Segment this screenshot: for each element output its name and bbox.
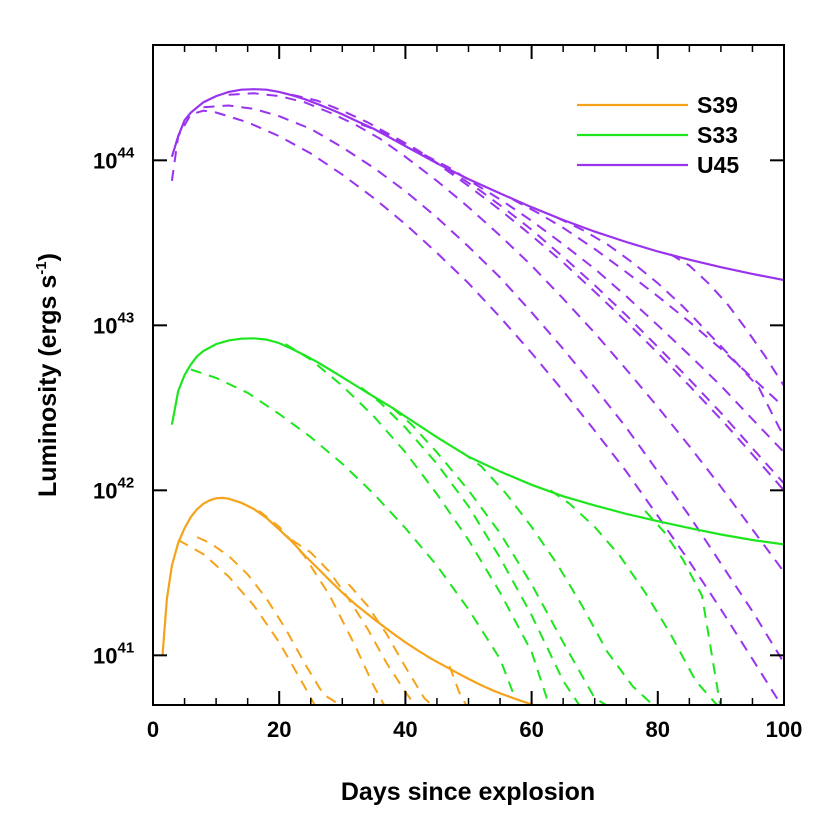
y-tick-label-42: 1042 bbox=[93, 474, 134, 503]
x-tick-label-40: 40 bbox=[393, 717, 417, 742]
x-axis-title: Days since explosion bbox=[341, 778, 595, 806]
y-axis-title-end: ) bbox=[34, 253, 62, 261]
y-axis-title-main: Luminosity (ergs s bbox=[34, 275, 62, 497]
dashed-curve-0-1 bbox=[196, 536, 342, 705]
dashed-curve-2-1 bbox=[203, 104, 784, 664]
dashed-curve-1-1 bbox=[284, 343, 551, 705]
plot-curves bbox=[161, 88, 784, 705]
dashed-curve-1-2 bbox=[360, 386, 581, 705]
dashed-curve-2-7 bbox=[556, 216, 784, 438]
axis-ticks: 0 20 40 60 80 100 1041 1042 1043 1044 bbox=[93, 45, 802, 742]
dashed-curve-0-3 bbox=[291, 539, 417, 705]
legend: S39 S33 U45 bbox=[577, 92, 739, 178]
x-tick-label-20: 20 bbox=[267, 717, 291, 742]
dashed-curve-1-0 bbox=[190, 368, 514, 693]
dashed-curve-1-3 bbox=[392, 407, 609, 705]
x-tick-label-0: 0 bbox=[147, 717, 159, 742]
y-axis-title-sup: -1 bbox=[33, 261, 50, 274]
series-line-s39 bbox=[161, 496, 539, 705]
dashed-curve-2-3 bbox=[291, 93, 784, 491]
dashed-curve-1-5 bbox=[549, 489, 719, 705]
x-tick-label-80: 80 bbox=[646, 717, 670, 742]
dashed-curve-0-0 bbox=[177, 539, 316, 705]
dashed-curve-0-4 bbox=[347, 583, 434, 705]
dashed-curve-1-4 bbox=[461, 451, 655, 705]
legend-label-u45: U45 bbox=[697, 152, 739, 178]
x-tick-label-60: 60 bbox=[519, 717, 543, 742]
y-tick-label-44: 1044 bbox=[93, 144, 135, 173]
legend-label-s33: S33 bbox=[697, 122, 738, 148]
dashed-curve-2-0 bbox=[170, 109, 783, 705]
y-axis-title: Luminosity (ergs s-1) bbox=[33, 253, 62, 497]
x-tick-label-100: 100 bbox=[766, 717, 803, 742]
legend-label-s39: S39 bbox=[697, 92, 738, 118]
dashed-curve-2-5 bbox=[423, 153, 784, 453]
dashed-curve-0-2 bbox=[240, 501, 386, 705]
dashed-curve-1-6 bbox=[644, 510, 722, 705]
y-tick-label-43: 1043 bbox=[93, 309, 134, 338]
y-tick-label-41: 1041 bbox=[93, 639, 134, 668]
dashed-curve-2-8 bbox=[669, 253, 784, 387]
plot-frame bbox=[152, 44, 785, 706]
dashed-curve-0-5 bbox=[448, 665, 468, 705]
dashed-curve-2-4 bbox=[360, 123, 784, 485]
series-line-u45 bbox=[170, 88, 784, 282]
dashed-curve-2-6 bbox=[512, 198, 784, 408]
dashed-curve-2-2 bbox=[228, 92, 784, 573]
series-line-s33 bbox=[170, 337, 784, 546]
